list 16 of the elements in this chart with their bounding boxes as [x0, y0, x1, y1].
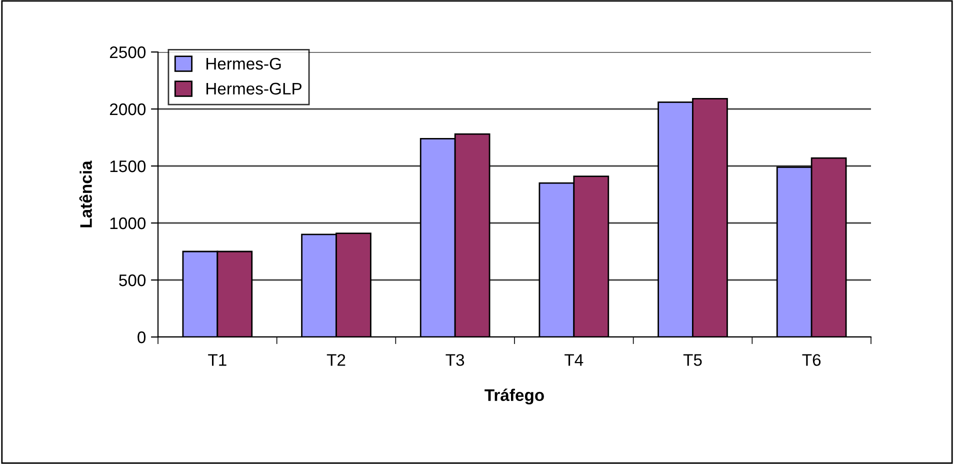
- y-tick-label: 1500: [110, 160, 146, 172]
- legend-label: Hermes-GLP: [206, 82, 302, 95]
- y-axis-title: Latência: [79, 160, 92, 228]
- y-tick-label: 2500: [110, 46, 146, 58]
- x-tick-label: T6: [802, 354, 821, 366]
- legend-label: Hermes-G: [206, 58, 281, 70]
- y-tick-label: 2000: [110, 103, 146, 116]
- x-tick-label: T3: [446, 354, 464, 366]
- x-axis-title: Tráfego: [484, 388, 544, 404]
- x-tick-label: T4: [564, 354, 584, 366]
- y-tick-label: 1000: [110, 217, 146, 230]
- x-tick-label: T5: [683, 354, 702, 366]
- x-tick-label: T1: [208, 354, 226, 366]
- x-tick-label: T2: [326, 354, 346, 366]
- y-tick-label: 0: [138, 331, 146, 344]
- y-tick-label: 500: [119, 274, 146, 286]
